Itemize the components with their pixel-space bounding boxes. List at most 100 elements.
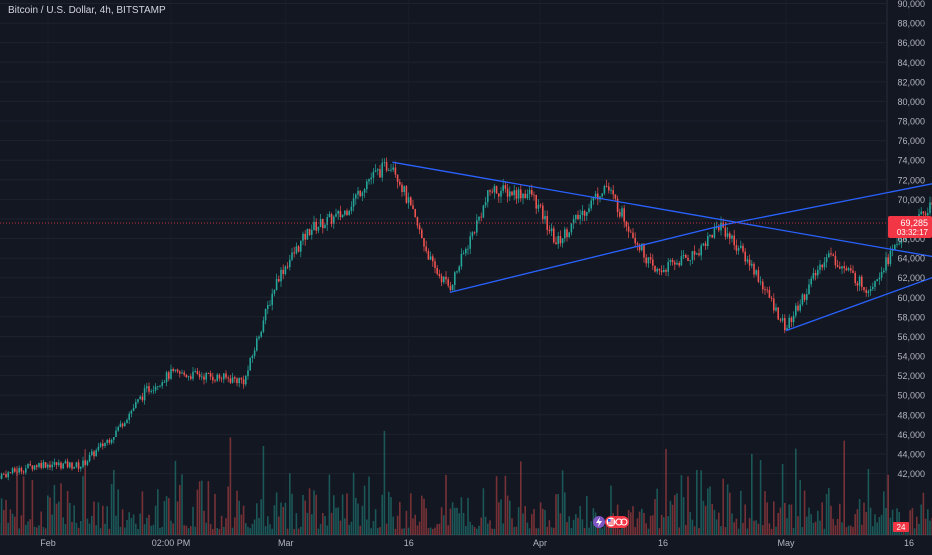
volume-bar (456, 508, 458, 535)
volume-bar (227, 486, 229, 535)
candle-body (513, 190, 515, 195)
volume-bar (353, 473, 355, 535)
candle-body (241, 378, 243, 379)
volume-bar (472, 525, 474, 535)
volume-bar (219, 529, 221, 535)
candle-body (51, 465, 53, 468)
candle-body (575, 215, 577, 219)
candle-body (868, 291, 870, 293)
volume-bar (263, 446, 265, 535)
candle-body (381, 163, 383, 178)
candle-body (181, 373, 183, 374)
volume-badge: 24 (893, 522, 909, 532)
volume-bar (100, 528, 102, 535)
candle-body (478, 217, 480, 221)
volume-bar (480, 518, 482, 535)
candle-body (62, 463, 64, 468)
candle-body (219, 375, 221, 379)
candle-body (606, 186, 608, 187)
volume-bar (320, 524, 322, 535)
candle-body (520, 189, 522, 198)
symbol-title[interactable]: Bitcoin / U.S. Dollar, 4h, BITSTAMP (8, 5, 166, 16)
us-flag-icon[interactable] (605, 516, 629, 528)
volume-bar (465, 526, 467, 535)
candle-body (665, 270, 667, 272)
candle-body (203, 377, 205, 380)
volume-bar (392, 517, 394, 535)
candle-body (188, 376, 190, 377)
volume-bar (425, 508, 427, 535)
candle-body (58, 463, 60, 465)
candle-body (813, 273, 815, 279)
volume-bar (428, 528, 430, 535)
candle-body (652, 259, 654, 265)
volume-bar (168, 498, 170, 535)
volume-bar (841, 522, 843, 535)
volume-bar (883, 491, 885, 535)
candle-body (439, 274, 441, 276)
candle-body (263, 320, 265, 331)
candle-body (45, 462, 47, 467)
volume-bar (929, 521, 931, 535)
candle-body (293, 253, 295, 254)
volume-bar (194, 527, 196, 535)
volume-bar (439, 524, 441, 535)
volume-bar (773, 501, 775, 535)
candle-body (89, 455, 91, 461)
candle-body (43, 462, 45, 468)
candle-body (54, 462, 56, 465)
volume-bar (542, 509, 544, 535)
candle-body (186, 375, 188, 377)
volume-bar (874, 514, 876, 535)
candle-body (142, 397, 144, 401)
volume-bar (681, 475, 683, 535)
candle-body (861, 277, 863, 287)
candle-body (197, 371, 199, 374)
candle-body (531, 190, 533, 195)
volume-bar (175, 461, 177, 535)
volume-bar (522, 514, 524, 535)
volume-bar (102, 506, 104, 535)
candle-body (830, 253, 832, 254)
volume-bar (122, 509, 124, 535)
candle-body (623, 208, 625, 221)
volume-bar (722, 479, 724, 535)
volume-bar (665, 449, 667, 535)
volume-bar (333, 495, 335, 535)
volume-bar (491, 529, 493, 535)
volume-bar (397, 516, 399, 535)
volume-bar (12, 514, 14, 535)
lightning-icon[interactable] (593, 516, 605, 528)
volume-bar (54, 485, 56, 535)
candle-body (113, 437, 115, 440)
volume-bar (249, 528, 251, 535)
candle-body (586, 212, 588, 216)
volume-bar (927, 509, 929, 535)
candle-body (522, 194, 524, 198)
volume-bar (685, 525, 687, 535)
candle-body (384, 162, 386, 163)
candle-body (419, 225, 421, 229)
volume-bar (373, 521, 375, 535)
candle-body (428, 251, 430, 260)
candle-body (793, 316, 795, 322)
volume-bar (40, 512, 42, 535)
candle-body (117, 427, 119, 430)
price-tick-label: 46,000 (897, 430, 925, 440)
volume-bar (630, 512, 632, 535)
candle-body (10, 472, 12, 473)
event-markers[interactable] (593, 516, 629, 528)
candle-body (608, 186, 610, 190)
candle-body (885, 257, 887, 270)
time-tick-label: 02:00 PM (152, 538, 191, 548)
volume-bar (478, 526, 480, 535)
candle-body (687, 258, 689, 261)
candle-body (879, 278, 881, 280)
volume-bar (740, 491, 742, 535)
candle-body (764, 289, 766, 290)
candle-body (896, 244, 898, 245)
volume-bar (692, 520, 694, 535)
price-tick-label: 64,000 (897, 254, 925, 264)
